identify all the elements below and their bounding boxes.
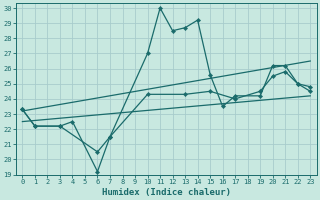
X-axis label: Humidex (Indice chaleur): Humidex (Indice chaleur)	[102, 188, 231, 197]
